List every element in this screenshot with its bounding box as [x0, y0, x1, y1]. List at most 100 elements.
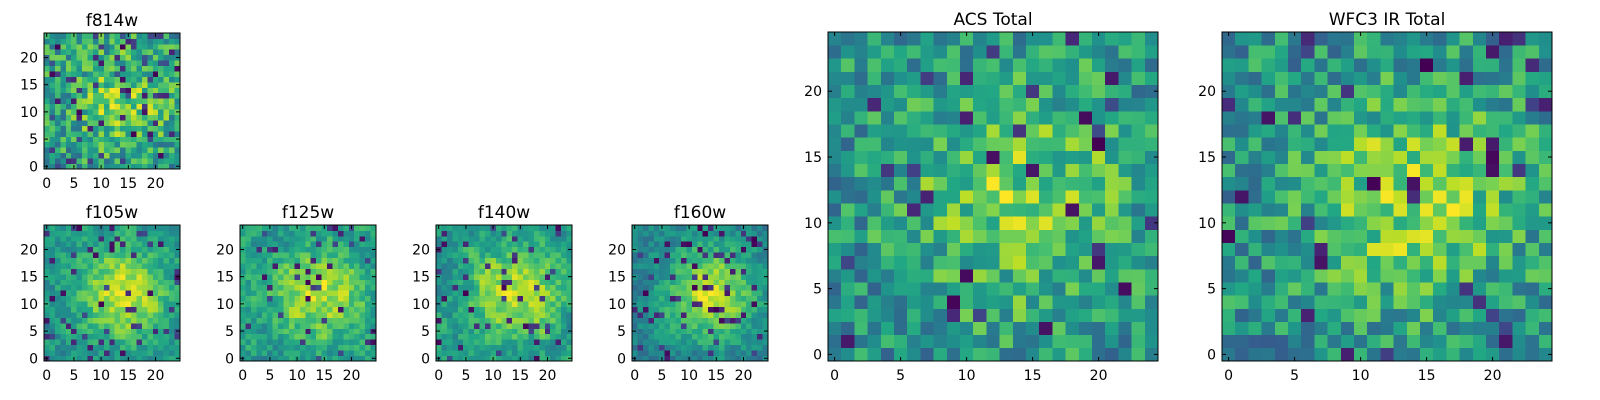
heatmap-cell [1039, 229, 1053, 243]
heatmap-cell [103, 33, 110, 39]
heatmap-cell [1354, 321, 1368, 336]
heatmap-cell [114, 301, 121, 307]
heatmap-cell [999, 163, 1014, 178]
x-tick-label: 5 [461, 368, 470, 384]
heatmap-cell [512, 279, 518, 286]
heatmap-cell [708, 279, 714, 286]
heatmap-cell [71, 92, 78, 99]
heatmap-cell [261, 355, 268, 362]
heatmap-cell [316, 295, 322, 302]
heatmap-cell [261, 235, 268, 242]
heatmap-cell [533, 273, 540, 280]
heatmap-cell [550, 252, 557, 259]
heatmap-cell [103, 355, 110, 362]
heatmap-cell [1393, 189, 1408, 204]
heatmap-cell [87, 98, 94, 105]
heatmap-cell [512, 355, 518, 362]
heatmap-cell [82, 60, 88, 67]
heatmap-cell [680, 263, 687, 269]
heatmap-cell [267, 273, 274, 280]
heatmap-cell [441, 241, 448, 248]
heatmap-cell [163, 241, 170, 248]
heatmap-cell [256, 235, 263, 242]
heatmap-cell [1235, 176, 1249, 191]
heatmap-cell [1354, 124, 1368, 138]
heatmap-cell [479, 257, 486, 264]
heatmap-cell [894, 58, 908, 72]
heatmap-cell [163, 71, 170, 77]
heatmap-cell [946, 282, 961, 296]
heatmap-cell [729, 344, 736, 351]
heatmap-cell [632, 344, 638, 351]
heatmap-cell [245, 312, 252, 318]
heatmap-cell [158, 136, 165, 143]
heatmap-cell [463, 241, 470, 248]
heatmap-cell [82, 339, 88, 346]
heatmap-cell [1459, 150, 1474, 164]
heatmap-cell [675, 355, 682, 362]
heatmap-cell [1314, 137, 1328, 151]
heatmap-cell [1380, 58, 1394, 72]
heatmap-cell [327, 295, 333, 302]
heatmap-cell [484, 339, 491, 346]
heatmap-cell [1288, 71, 1302, 86]
heatmap-cell [973, 176, 987, 191]
heatmap-cell [109, 290, 116, 297]
heatmap-cell [370, 252, 377, 259]
heatmap-cell [131, 295, 137, 302]
heatmap-cell [174, 263, 181, 269]
heatmap-cell [999, 32, 1014, 46]
heatmap-cell [632, 252, 638, 259]
heatmap-cell [680, 350, 687, 356]
heatmap-cell [71, 328, 78, 335]
heatmap-cell [348, 279, 355, 286]
heatmap-cell [960, 189, 974, 204]
heatmap-cell [294, 235, 301, 242]
heatmap-cell [141, 263, 148, 269]
heatmap-cell [691, 317, 698, 324]
heatmap-cell [740, 230, 747, 237]
heatmap-cell [141, 147, 148, 154]
heatmap-cell [120, 273, 126, 280]
heatmap-cell [1065, 334, 1080, 349]
heatmap-cell [746, 246, 753, 253]
heatmap-cell [1078, 84, 1093, 99]
heatmap-cell [463, 290, 470, 297]
heatmap-cell [495, 317, 502, 324]
heatmap-cell [479, 252, 486, 259]
heatmap-cell [724, 322, 731, 329]
heatmap-cell [125, 235, 132, 242]
heatmap-cell [141, 257, 148, 264]
heatmap-cell [92, 252, 99, 259]
heatmap-cell [152, 136, 159, 143]
heatmap-cell [256, 268, 263, 275]
heatmap-cell [1301, 45, 1315, 59]
heatmap-cell [762, 312, 769, 318]
heatmap-cell [1354, 110, 1368, 125]
heatmap-cell [1039, 347, 1053, 362]
heatmap-cell [158, 312, 165, 318]
heatmap-cell [163, 279, 170, 286]
heatmap-cell [76, 71, 83, 77]
heatmap-cell [370, 284, 377, 291]
heatmap-cell [1393, 84, 1408, 99]
heatmap-cell [163, 98, 170, 105]
heatmap-cell [169, 252, 175, 259]
heatmap-cell [1235, 334, 1249, 349]
heatmap-cell [163, 225, 170, 231]
heatmap-cell [1393, 150, 1408, 164]
heatmap-cell [740, 279, 747, 286]
heatmap-cell [163, 290, 170, 297]
heatmap-cell [697, 344, 704, 351]
heatmap-cell [702, 257, 709, 264]
heatmap-cell [637, 339, 644, 346]
heatmap-cell [174, 158, 181, 164]
heatmap-cell [1144, 124, 1159, 138]
heatmap-cell [1131, 189, 1146, 204]
heatmap-cell [147, 114, 154, 121]
heatmap-cell [1301, 137, 1315, 151]
heatmap-cell [131, 98, 137, 105]
heatmap-cell [894, 268, 908, 283]
heatmap-cell [670, 339, 676, 346]
heatmap-cell [327, 301, 333, 307]
